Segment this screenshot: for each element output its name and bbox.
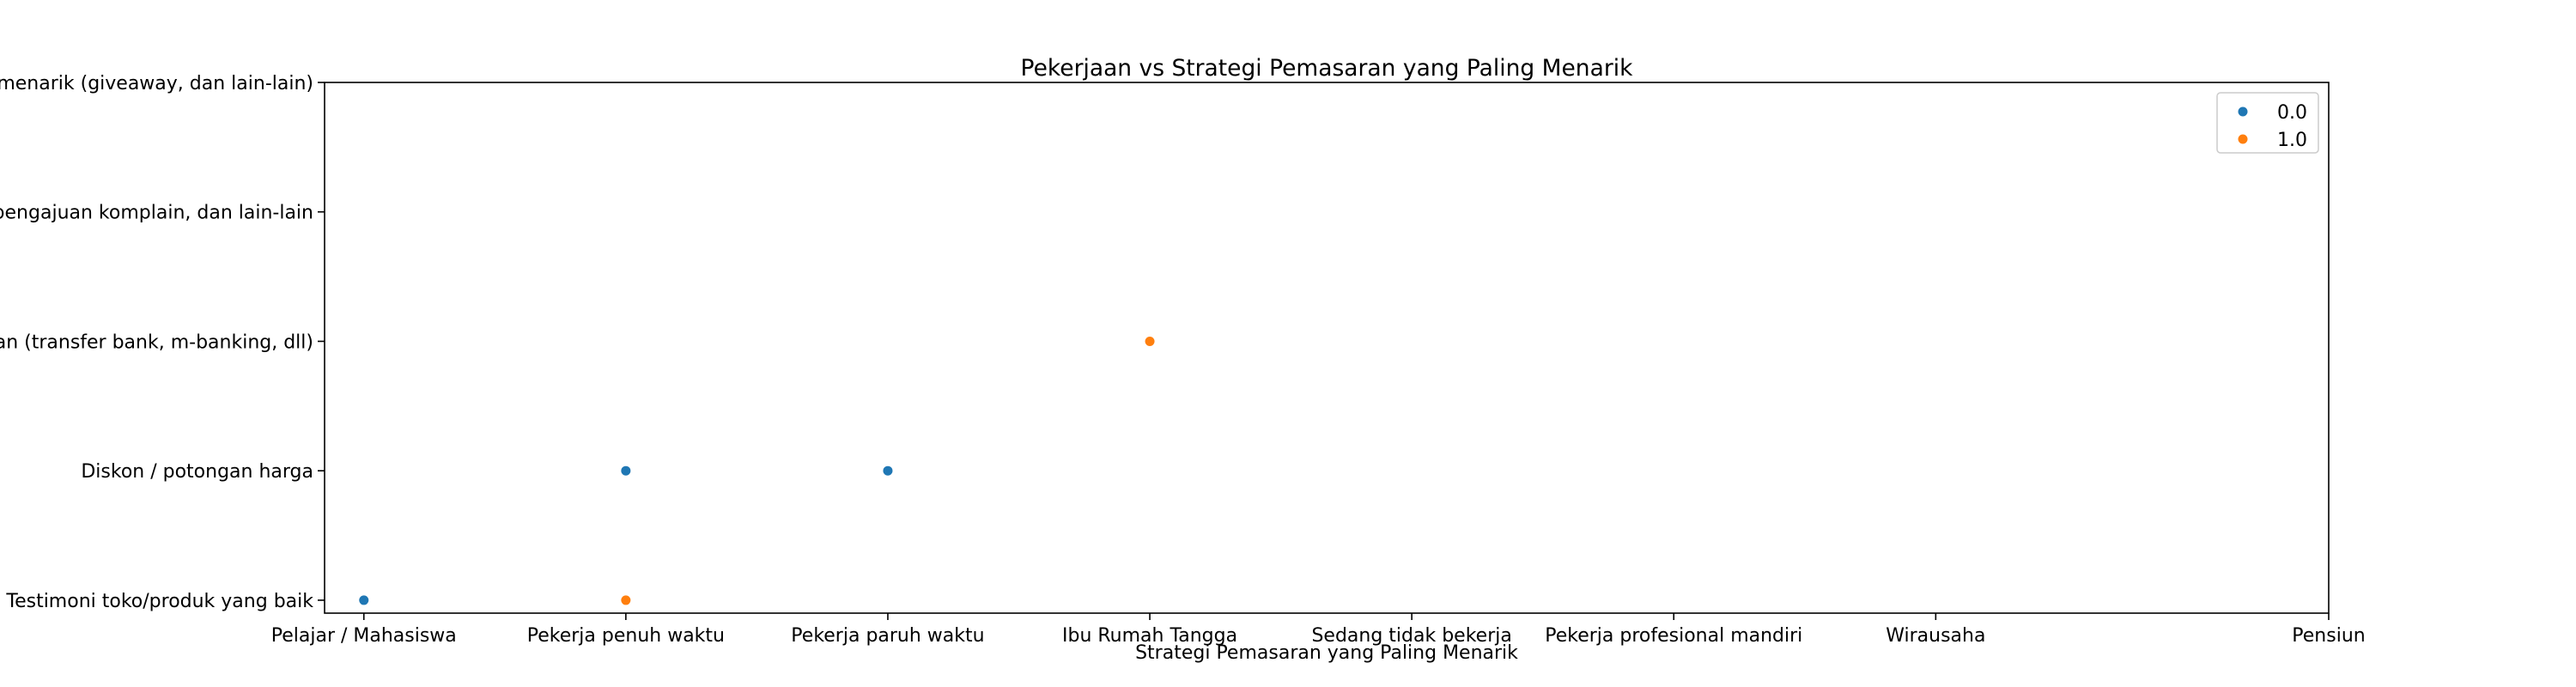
x-tick-label: Sedang tidak bekerja — [1311, 625, 1511, 647]
plot-area — [325, 82, 2329, 613]
legend-label: 0.0 — [2277, 102, 2307, 124]
data-point-series-0 — [359, 595, 369, 605]
y-tick-label: Promosi yang menarik (giveaway, dan lain… — [0, 73, 313, 94]
data-point-series-1 — [621, 595, 631, 605]
y-tick-label: Pelayanan pelanggan yang baik, pengajuan… — [0, 203, 313, 224]
x-axis-label: Strategi Pemasaran yang Paling Menarik — [1135, 642, 1518, 664]
data-points — [359, 336, 1155, 605]
plot-frame — [324, 82, 2330, 614]
chart-title: Pekerjaan vs Strategi Pemasaran yang Pal… — [1021, 55, 1634, 82]
data-point-series-0 — [621, 465, 631, 476]
legend: 0.01.0 — [2216, 92, 2319, 154]
legend-marker — [2238, 106, 2248, 117]
x-axis: Pelajar / Mahasiswa Pekerja penuh waktu Pe… — [271, 613, 2366, 647]
x-tick-label: Pekerja paruh waktu — [791, 625, 984, 647]
y-tick-label: Testimoni toko/produk yang baik — [5, 591, 313, 612]
x-tick-label: Pekerja penuh waktu — [527, 625, 725, 647]
data-point-series-0 — [883, 465, 893, 476]
y-axis: Testimoni toko/produk yang baik Diskon / … — [0, 73, 325, 612]
legend-label: 1.0 — [2277, 130, 2307, 151]
y-tick-label: Diskon / potongan harga — [81, 461, 313, 483]
y-tick-label: Kemudahan metode pembayaran (transfer ba… — [0, 331, 313, 353]
x-tick-label: Ibu Rumah Tangga — [1062, 625, 1237, 647]
x-tick-label: Wirausaha — [1886, 625, 1985, 647]
x-tick-label: Pensiun — [2292, 625, 2365, 647]
x-tick-label: Pekerja profesional mandiri — [1545, 625, 1802, 647]
data-point-series-1 — [1145, 336, 1155, 346]
legend-marker — [2238, 134, 2248, 144]
x-tick-label: Pelajar / Mahasiswa — [271, 625, 457, 647]
